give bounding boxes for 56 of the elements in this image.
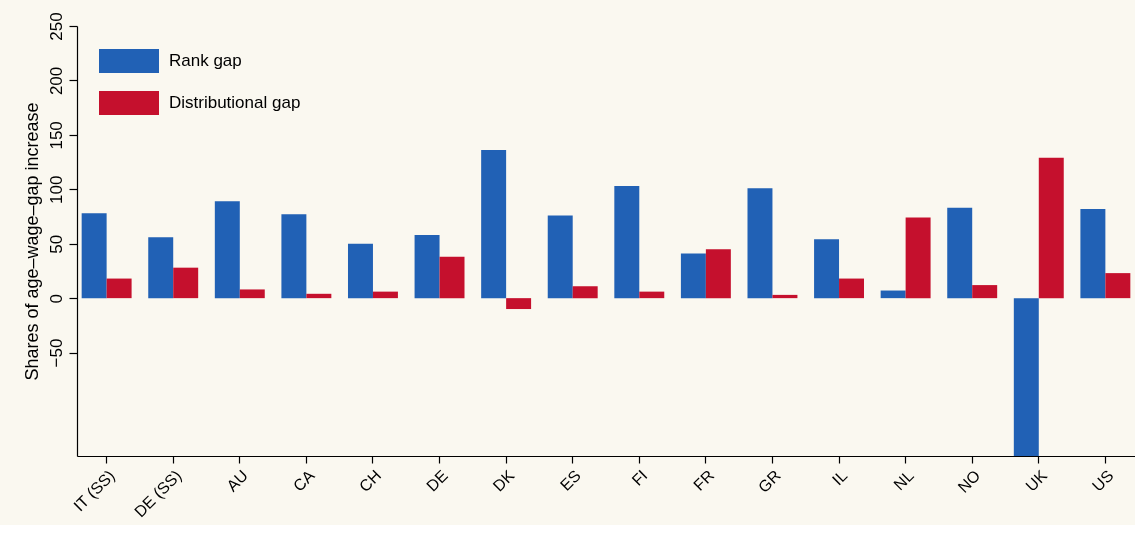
legend-label: Distributional gap [169, 93, 301, 112]
x-tick-label: NL [890, 466, 918, 494]
x-tick-label: GR [754, 466, 784, 496]
bar [972, 285, 998, 299]
bar [1105, 273, 1131, 299]
bar [414, 235, 440, 299]
bar [572, 286, 598, 299]
bar [214, 201, 240, 299]
bar [839, 278, 865, 299]
bar [372, 291, 398, 299]
bar [1013, 298, 1039, 456]
y-tick-label: 100 [46, 175, 66, 204]
x-tick-label: CA [289, 466, 318, 495]
bar [81, 213, 107, 299]
bar [614, 186, 640, 299]
y-tick-label: 200 [46, 66, 66, 96]
bar [814, 239, 840, 299]
bar [148, 237, 174, 299]
bar [306, 293, 332, 299]
bar [439, 256, 465, 299]
bar [281, 214, 307, 299]
x-tick-label: DK [489, 466, 518, 495]
legend-label: Rank gap [169, 51, 242, 70]
bar [106, 278, 132, 299]
bar [239, 289, 265, 299]
y-tick-label: 50 [46, 234, 66, 254]
x-tick-label: UK [1022, 466, 1051, 495]
bar [639, 291, 665, 299]
bar [947, 207, 973, 299]
bar [772, 294, 798, 299]
bar [347, 243, 373, 299]
bar [905, 217, 931, 299]
bar [680, 253, 706, 299]
x-tick-label: FI [628, 466, 651, 489]
x-tick-label: FR [690, 466, 718, 494]
bar [1080, 208, 1106, 299]
y-tick-label: 150 [46, 121, 66, 150]
y-tick-label: 0 [46, 293, 66, 304]
bar [1038, 157, 1064, 299]
x-tick-label: AU [223, 466, 252, 495]
x-tick-label: NO [954, 466, 984, 496]
y-tick-label: 250 [46, 12, 66, 41]
y-axis-title: Shares of age–wage–gap increase [21, 102, 42, 381]
bar [506, 298, 532, 310]
x-tick-label: US [1088, 466, 1117, 495]
bar [747, 188, 773, 299]
x-tick-label: DE [423, 466, 451, 495]
x-tick-label: IL [828, 466, 851, 489]
bar [705, 249, 731, 299]
x-tick-label: ES [556, 466, 585, 494]
bar [481, 150, 507, 299]
bar [173, 267, 199, 299]
bar [880, 290, 906, 299]
y-tick-label: −50 [46, 338, 66, 368]
x-tick-label: CH [355, 466, 385, 496]
bar [547, 215, 573, 299]
